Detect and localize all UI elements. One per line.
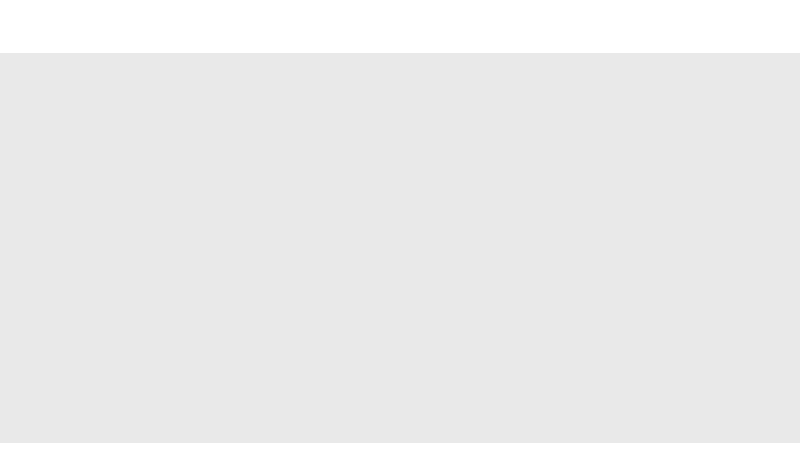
chart-background-band (0, 53, 800, 443)
